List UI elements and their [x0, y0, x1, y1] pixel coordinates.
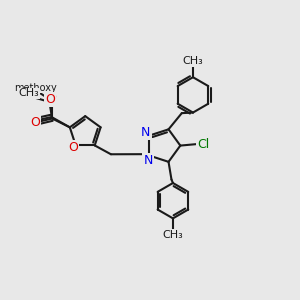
Text: O: O	[45, 93, 55, 106]
Text: N: N	[143, 154, 153, 166]
Text: O: O	[30, 116, 40, 129]
Text: CH₃: CH₃	[19, 88, 40, 98]
Text: CH₃: CH₃	[163, 230, 183, 240]
Text: methoxy: methoxy	[14, 82, 57, 93]
Text: O: O	[46, 91, 56, 104]
Text: O: O	[28, 115, 38, 128]
Text: CH₃: CH₃	[183, 56, 203, 66]
Text: Cl: Cl	[197, 138, 209, 151]
Text: O: O	[68, 141, 78, 154]
Text: N: N	[141, 125, 151, 139]
